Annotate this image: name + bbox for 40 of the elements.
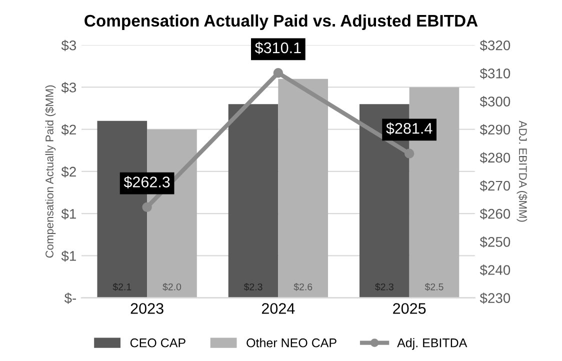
data-label: $2.1 xyxy=(112,283,132,291)
y-tick-label: $3 xyxy=(61,40,76,52)
data-label: $2.3 xyxy=(244,283,262,291)
chart-title: Compensation Actually Paid vs. Adjusted EBITDA xyxy=(84,14,478,30)
data-label: $310.1 xyxy=(254,42,301,54)
y-tick-label: $1 xyxy=(61,250,76,262)
y2-tick-label: $280 xyxy=(480,152,510,164)
point xyxy=(273,68,284,78)
point xyxy=(404,148,414,158)
y-tick-label: $1 xyxy=(61,208,76,220)
y2-tick-label: $250 xyxy=(480,236,510,248)
y2-axis-title: ADJ. EBITDA ($MM) xyxy=(516,120,528,222)
y2-tick-label: $290 xyxy=(480,124,510,136)
bar xyxy=(228,104,278,298)
data-label: $2.0 xyxy=(162,283,182,291)
point xyxy=(142,202,152,212)
legend-label: Adj. EBITDA xyxy=(397,338,468,350)
data-label: $2.6 xyxy=(294,283,312,291)
y2-tick-label: $320 xyxy=(480,40,510,52)
x-tick-label: 2023 xyxy=(130,303,164,314)
legend-label: Other NEO CAP xyxy=(246,338,336,348)
y2-tick-label: $230 xyxy=(480,292,510,304)
y-axis-title: Compensation Actually Paid ($MM) xyxy=(45,85,56,258)
data-label: $2.3 xyxy=(375,283,394,291)
y-tick-label: $2 xyxy=(61,124,76,136)
data-label: $2.5 xyxy=(424,283,444,291)
data-label: $281.4 xyxy=(386,122,432,135)
y2-tick-label: $310 xyxy=(480,68,510,80)
x-tick-label: 2024 xyxy=(262,303,295,314)
y2-tick-label: $240 xyxy=(480,264,510,276)
y2-tick-label: $270 xyxy=(480,180,510,192)
y-tick-label: $2 xyxy=(61,166,76,178)
data-label: $262.3 xyxy=(124,176,170,188)
legend-label: CEO CAP xyxy=(130,338,186,348)
y2-tick-label: $260 xyxy=(480,208,510,220)
y2-tick-label: $300 xyxy=(480,96,510,108)
bar xyxy=(278,78,328,298)
y-tick-label: $- xyxy=(64,292,76,304)
y-tick-label: $3 xyxy=(61,82,76,94)
x-tick-label: 2025 xyxy=(393,303,426,314)
